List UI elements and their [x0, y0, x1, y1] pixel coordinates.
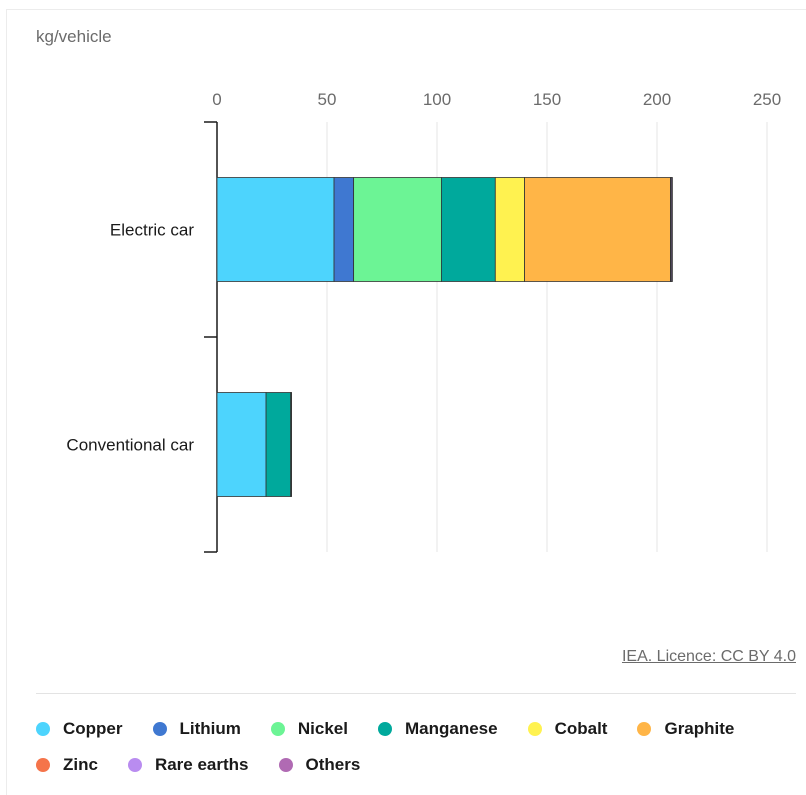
legend-label: Lithium [179, 719, 241, 738]
bar-segment-manganese [440, 177, 496, 282]
stacked-bar-chart: 0 50 100 150 200 250 Electric car Conventional … [66, 90, 781, 553]
legend: Copper Lithium Nickel Manganese Cobalt Graphi… [36, 718, 796, 776]
legend-dot-icon [127, 758, 142, 772]
legend-divider [36, 693, 796, 694]
source-licence-link[interactable]: IEA. Licence: CC BY 4.0 [621, 648, 796, 665]
bar-segment-cobalt [494, 177, 525, 282]
bar-segment-manganese [265, 392, 292, 497]
legend-label: Graphite [664, 719, 735, 738]
x-tick-label: 100 [423, 90, 451, 109]
legend-label: Manganese [404, 719, 498, 738]
bar-segment-others [290, 392, 292, 497]
legend-item-copper[interactable]: Copper [36, 718, 123, 740]
legend-dot-icon [152, 722, 167, 736]
x-tick-label: 200 [643, 90, 671, 109]
chart-frame [6, 9, 806, 795]
x-tick-label: 250 [753, 90, 781, 109]
legend-label: Rare earths [154, 755, 249, 774]
legend-item-zinc[interactable]: Zinc [36, 754, 98, 776]
legend-label: Cobalt [554, 719, 608, 738]
legend-dot-icon [637, 722, 652, 736]
legend-item-rare-earths[interactable]: Rare earths [127, 754, 249, 776]
legend-label: Zinc [63, 755, 98, 774]
legend-dot-icon [36, 758, 50, 772]
bar-segment-copper [216, 177, 335, 282]
legend-item-manganese[interactable]: Manganese [377, 718, 498, 740]
bar-segment-graphite [524, 177, 671, 282]
bar-segment-nickel [353, 177, 442, 282]
legend-item-others[interactable]: Others [278, 754, 361, 776]
legend-dot-icon [278, 758, 293, 772]
category-label: Electric car [110, 221, 194, 240]
bar-segment-others [671, 177, 673, 282]
unit-label: kg/vehicle [36, 27, 112, 46]
legend-label: Copper [63, 719, 123, 738]
legend-label: Others [305, 755, 361, 774]
legend-dot-icon [270, 722, 285, 736]
x-tick-label: 0 [212, 90, 221, 109]
legend-item-cobalt[interactable]: Cobalt [527, 718, 608, 740]
legend-item-nickel[interactable]: Nickel [270, 718, 348, 740]
legend-dot-icon [36, 722, 50, 736]
x-tick-label: 150 [533, 90, 561, 109]
legend-item-graphite[interactable]: Graphite [637, 718, 734, 740]
legend-dot-icon [527, 722, 542, 736]
legend-label: Nickel [297, 719, 348, 738]
legend-item-lithium[interactable]: Lithium [152, 718, 241, 740]
bar-segment-lithium [333, 177, 355, 282]
legend-dot-icon [377, 722, 392, 736]
bar-segment-copper [216, 392, 267, 497]
category-label: Conventional car [66, 436, 194, 455]
x-tick-label: 50 [318, 90, 337, 109]
